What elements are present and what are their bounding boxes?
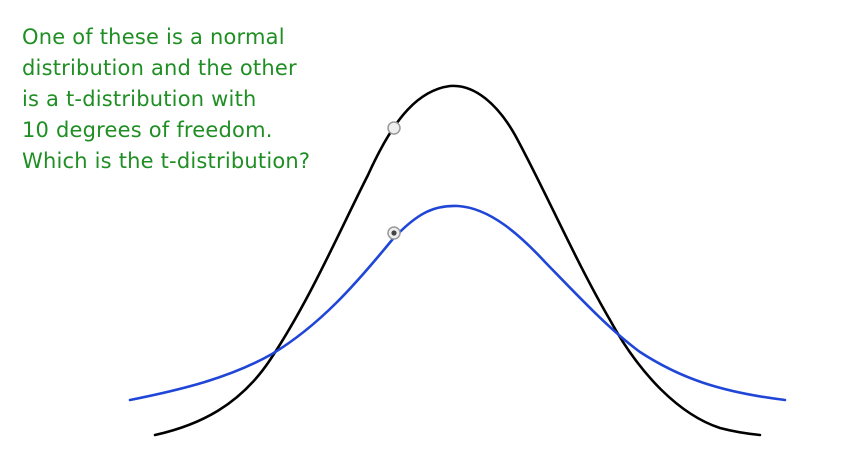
- option-black-curve-radio[interactable]: [387, 121, 401, 135]
- question-line-4: 10 degrees of freedom.: [22, 118, 273, 142]
- question-line-3: is a t-distribution with: [22, 87, 257, 111]
- question-line-1: One of these is a normal: [22, 25, 285, 49]
- question-line-5: Which is the t-distribution?: [22, 149, 311, 173]
- radio-selected-dot: [391, 230, 397, 236]
- option-blue-curve-radio[interactable]: [387, 226, 401, 240]
- blue-curve: [128, 204, 787, 402]
- question-text: One of these is a normal distribution an…: [22, 22, 402, 177]
- black-curve: [153, 84, 762, 437]
- question-line-2: distribution and the other: [22, 56, 297, 80]
